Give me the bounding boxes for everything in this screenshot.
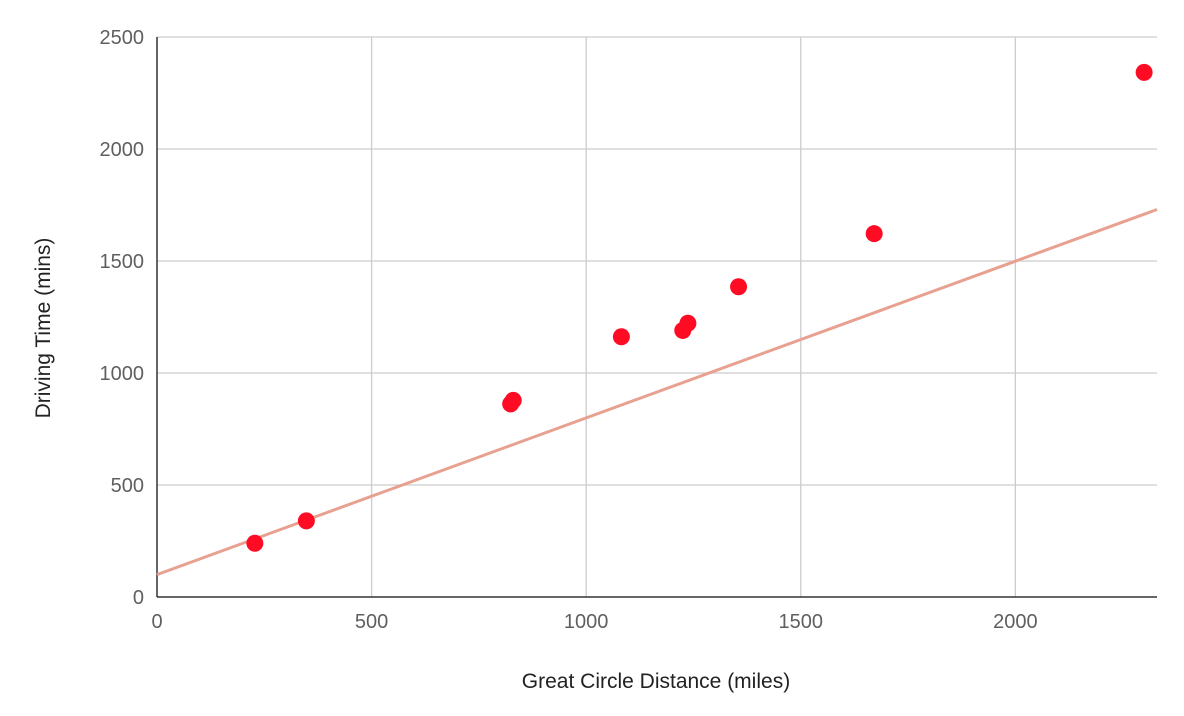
axes <box>156 37 1157 598</box>
x-tick-label: 2000 <box>993 611 1038 633</box>
x-tick-label: 0 <box>151 611 162 633</box>
y-tick-label: 0 <box>133 587 144 609</box>
data-point <box>730 278 748 296</box>
y-tick-label: 1500 <box>100 251 145 273</box>
trendline <box>156 208 1158 577</box>
data-points <box>246 63 1153 552</box>
data-point <box>612 328 630 346</box>
data-point <box>679 314 697 332</box>
tick-labels: 0 500 1000 1500 2000 2500 0 500 1000 1500 2000 <box>100 27 1038 633</box>
data-point <box>297 512 315 530</box>
x-tick-label: 1000 <box>564 611 609 633</box>
data-point <box>504 391 522 409</box>
grid <box>157 36 1157 597</box>
y-tick-label: 1000 <box>100 363 145 385</box>
y-tick-label: 2500 <box>100 27 145 49</box>
x-tick-label: 500 <box>355 611 388 633</box>
y-tick-label: 500 <box>111 475 144 497</box>
trendline-layer <box>156 208 1158 577</box>
x-tick-label: 1500 <box>779 611 824 633</box>
y-axis-title: Driving Time (mins) <box>32 238 55 419</box>
data-point <box>246 534 264 552</box>
data-point <box>1135 63 1153 81</box>
data-point <box>865 225 883 243</box>
x-axis-title: Great Circle Distance (miles) <box>522 670 790 693</box>
y-tick-label: 2000 <box>100 139 145 161</box>
